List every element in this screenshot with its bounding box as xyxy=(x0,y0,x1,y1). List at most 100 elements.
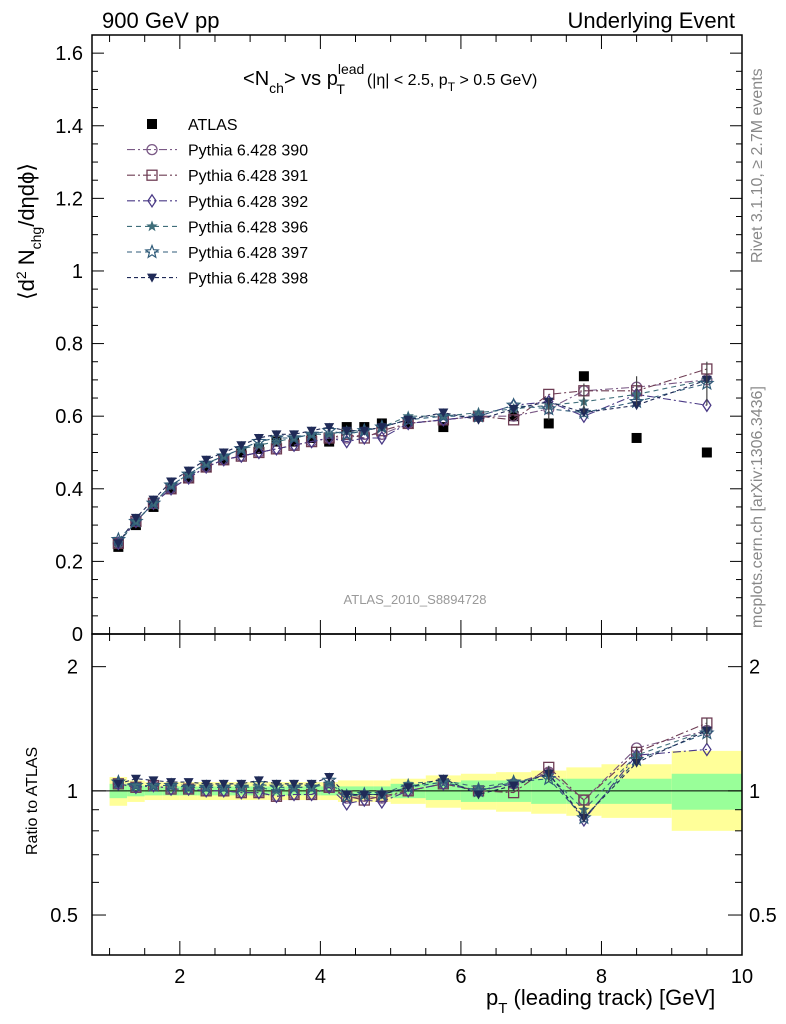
main-ylabel: ⟨d2 Nchg/dηdϕ⟩ xyxy=(13,163,44,300)
ratio-pythia-6-428-397-point xyxy=(303,779,320,794)
y-tick-label: 0.6 xyxy=(55,406,83,428)
ratio-pythia-6-428-397-point xyxy=(198,779,214,794)
ratio-pythia-6-428-398-point xyxy=(359,790,370,800)
legend-pythia-6-428-391-label: Pythia 6.428 391 xyxy=(188,168,308,185)
ratio-pythia-6-428-398-point xyxy=(166,778,177,788)
legend: ATLAS Pythia 6.428 390 Pythia 6.428 391 Pyt… xyxy=(127,117,308,288)
header-right: Underlying Event xyxy=(567,8,735,33)
series-atlas-point xyxy=(236,447,247,458)
ratio-pythia-6-428-398-point xyxy=(148,776,159,786)
ratio-y-tick-label-right: 0.5 xyxy=(749,905,777,927)
ratio-frame xyxy=(91,633,743,956)
band-inner-bin xyxy=(671,773,742,810)
series-pythia-6-428-398-point xyxy=(218,448,229,458)
series-pythia-6-428-392-point xyxy=(271,441,282,457)
ratio-y-tick-label: 0.5 xyxy=(50,905,78,927)
series-pythia-6-428-398-point xyxy=(473,415,484,425)
ratio-pythia-6-428-398-point xyxy=(271,779,282,789)
legend-pythia-6-428-398-marker xyxy=(147,273,157,283)
legend-pythia-6-428-392-label: Pythia 6.428 392 xyxy=(188,194,308,211)
ratio-pythia-6-428-397-point xyxy=(180,779,197,794)
series-pythia-6-428-392-point xyxy=(254,445,264,460)
ratio-pythia-6-428-398-point xyxy=(324,773,335,783)
y-tick-label: 0.8 xyxy=(55,334,83,356)
header-left: 900 GeV pp xyxy=(102,8,219,33)
ratio-ylabel: Ratio to ATLAS xyxy=(24,747,41,855)
series-pythia-6-428-398-point xyxy=(289,430,300,440)
y-tick-label: 1.6 xyxy=(55,43,83,65)
legend-pythia-6-428-396-marker xyxy=(146,220,158,232)
series-atlas-point xyxy=(218,454,229,465)
ratio-panel: 2 4 6 8 10 0.5 0.5 1 1 2 2 xyxy=(50,633,777,988)
series-pythia-6-428-398-line xyxy=(117,379,708,544)
ratio-pythia-6-428-398-point xyxy=(113,779,124,789)
legend-pythia-6-428-397-label: Pythia 6.428 397 xyxy=(188,245,308,262)
series-atlas-point xyxy=(253,443,264,454)
series-pythia-6-428-397-point xyxy=(145,495,162,510)
series-pythia-6-428-397-point xyxy=(251,433,267,449)
series-pythia-6-428-397-point xyxy=(303,426,320,441)
series-atlas-point xyxy=(289,436,300,447)
plot-title: <Nch> vs plead T (|η| < 2.5, pT > 0.5 GeV) xyxy=(243,61,537,97)
series-pythia-6-428-392-point xyxy=(289,438,299,453)
ratio-pythia-6-428-396-point xyxy=(402,777,414,789)
series-pythia-6-428-392-point xyxy=(377,430,387,446)
series-pythia-6-428-398-point xyxy=(166,477,177,487)
series-pythia-6-428-397-point xyxy=(198,455,214,470)
series-pythia-6-428-398-point xyxy=(324,423,335,433)
watermark: ATLAS_2010_S8894728 xyxy=(344,592,487,607)
y-tick-label: 0.2 xyxy=(55,551,83,573)
series-pythia-6-428-392-point xyxy=(324,430,334,446)
ratio-pythia-6-428-398-point xyxy=(218,779,229,789)
ratio-pythia-6-428-397-point xyxy=(163,777,179,793)
x-tick-label: 8 xyxy=(596,966,607,988)
ratio-pythia-6-428-397-point xyxy=(145,777,162,793)
ratio-pythia-6-428-396-point xyxy=(130,779,142,791)
ratio-pythia-6-428-392-point xyxy=(438,776,449,791)
series-pythia-6-428-398-point xyxy=(578,408,589,418)
series-pythia-6-428-398-point xyxy=(253,433,264,443)
series-pythia-6-428-398-point xyxy=(359,426,370,436)
x-tick-label: 6 xyxy=(455,966,466,988)
ratio-pythia-6-428-398-point xyxy=(253,776,264,786)
series-atlas-point xyxy=(578,371,589,382)
series-pythia-6-428-397-point xyxy=(163,477,179,492)
legend-pythia-6-428-392-marker xyxy=(147,193,157,208)
series-pythia-6-428-398-point xyxy=(271,430,282,440)
series-pythia-6-428-397-point xyxy=(286,429,302,445)
series-pythia-6-428-396-line xyxy=(117,379,708,544)
ratio-pythia-6-428-398-point xyxy=(473,790,484,800)
ratio-pythia-6-428-397-point xyxy=(286,779,302,794)
ratio-pythia-6-428-392-point xyxy=(702,742,712,757)
series-pythia-6-428-391-point xyxy=(507,414,520,426)
ratio-y-tick-label: 2 xyxy=(67,657,78,679)
legend-pythia-6-428-391-marker xyxy=(146,169,158,181)
ratio-pythia-6-428-398-point xyxy=(376,790,387,800)
ratio-pythia-6-428-398-point xyxy=(508,781,519,791)
ratio-pythia-6-428-398-point xyxy=(289,779,300,789)
ratio-pythia-6-428-398-line xyxy=(118,730,708,819)
legend-atlas-label: ATLAS xyxy=(188,117,238,134)
series-atlas-point xyxy=(508,411,519,422)
ratio-pythia-6-428-397-point xyxy=(321,772,337,788)
ratio-pythia-6-428-398-point xyxy=(130,774,141,784)
series-pythia-6-428-398-point xyxy=(341,426,352,436)
series-pythia-6-428-397-point xyxy=(128,513,144,529)
series-pythia-6-428-392-point xyxy=(702,398,712,413)
ratio-pythia-6-428-392-point xyxy=(377,794,387,810)
ratio-pythia-6-428-397-point xyxy=(268,779,285,794)
legend-pythia-6-428-390-label: Pythia 6.428 390 xyxy=(188,143,308,160)
y-tick-label: 0.4 xyxy=(55,479,83,501)
series-pythia-6-428-398-point xyxy=(508,404,519,414)
series-pythia-6-428-396-point xyxy=(402,410,414,421)
series-pythia-6-428-392-point xyxy=(236,448,247,464)
mcplots-label: mcplots.cern.ch [arXiv:1306.3436] xyxy=(749,386,766,628)
series-pythia-6-428-392-point xyxy=(306,434,317,449)
series-pythia-6-428-398-point xyxy=(148,495,159,505)
legend-atlas-marker xyxy=(147,119,157,129)
series-atlas-point xyxy=(324,436,335,447)
ratio-pythia-6-428-398-point xyxy=(236,779,247,789)
series-atlas-point xyxy=(438,422,449,433)
series-atlas-point xyxy=(701,447,712,458)
series-atlas-point xyxy=(631,432,642,443)
